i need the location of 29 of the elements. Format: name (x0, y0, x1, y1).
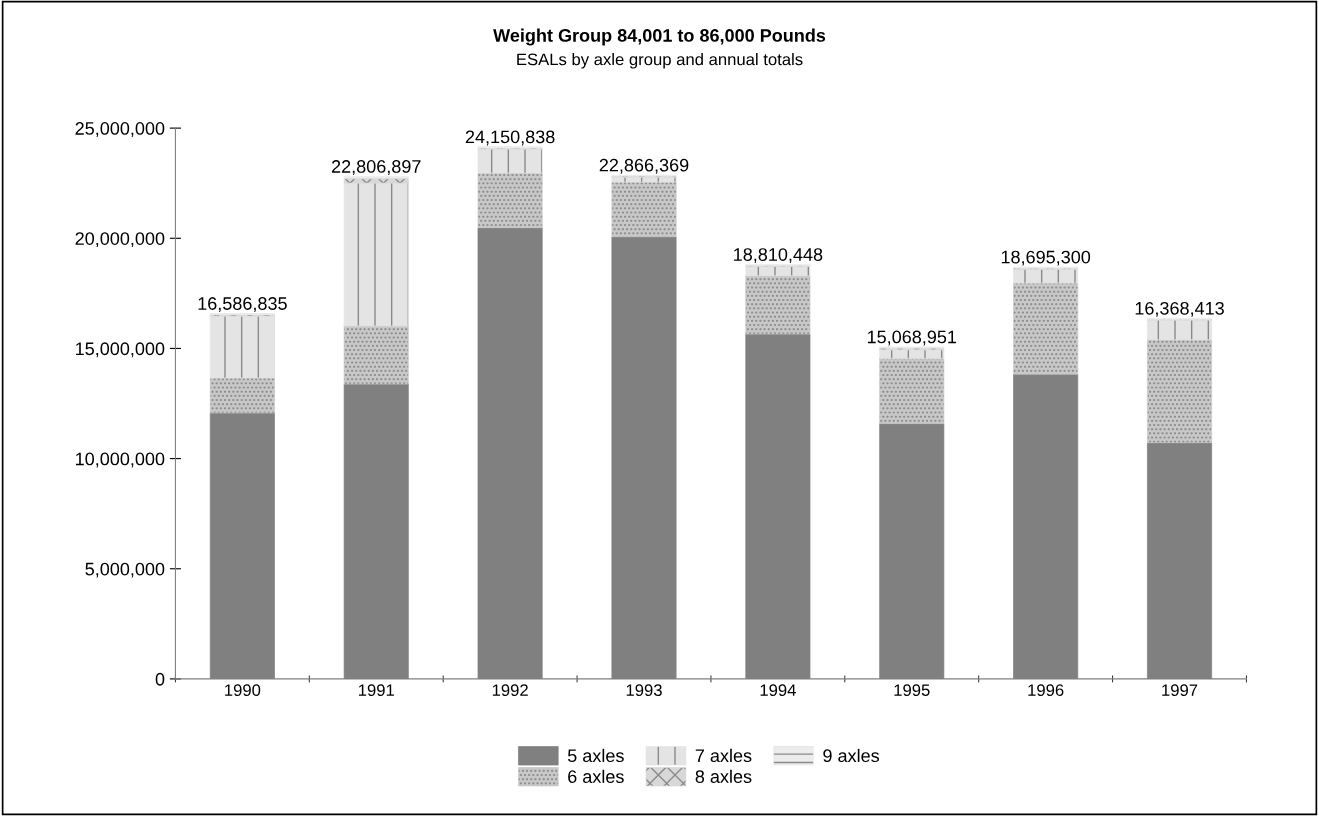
y-tick-label: 5,000,000 (85, 562, 165, 578)
x-tick-label: 1992 (492, 684, 528, 697)
x-tick-label: 1991 (358, 684, 394, 697)
total-label: 16,368,413 (1135, 301, 1224, 317)
legend-label: 8 axles (695, 769, 752, 783)
total-label: 15,068,951 (867, 330, 957, 346)
total-label: 24,150,838 (465, 130, 555, 146)
total-label: 22,866,369 (599, 158, 689, 174)
total-label: 16,586,835 (198, 297, 287, 313)
chart-title: Weight Group 84,001 to 86,000 Pounds (493, 28, 826, 46)
x-tick-label: 1996 (1028, 684, 1064, 697)
legend-label: 9 axles (823, 748, 880, 763)
legend-label: 7 axles (695, 748, 752, 763)
x-tick-label: 1990 (225, 684, 261, 697)
y-tick-label: 20,000,000 (75, 232, 165, 248)
x-tick-label: 1995 (894, 684, 930, 697)
x-tick-label: 1997 (1162, 684, 1198, 697)
chart-subtitle: ESALs by axle group and annual totals (517, 53, 803, 69)
total-label: 22,806,897 (331, 160, 421, 175)
y-tick-label: 10,000,000 (76, 452, 165, 468)
x-tick-label: 1994 (760, 684, 796, 697)
legend-label: 5 axles (567, 748, 624, 763)
y-tick-label: 0 (155, 672, 165, 686)
total-label: 18,810,448 (734, 248, 823, 264)
total-label: 18,695,300 (1001, 250, 1091, 266)
legend-label: 6 axles (568, 769, 624, 783)
x-tick-label: 1993 (626, 684, 662, 697)
y-tick-label: 15,000,000 (76, 342, 165, 358)
y-tick-label: 25,000,000 (75, 122, 165, 137)
